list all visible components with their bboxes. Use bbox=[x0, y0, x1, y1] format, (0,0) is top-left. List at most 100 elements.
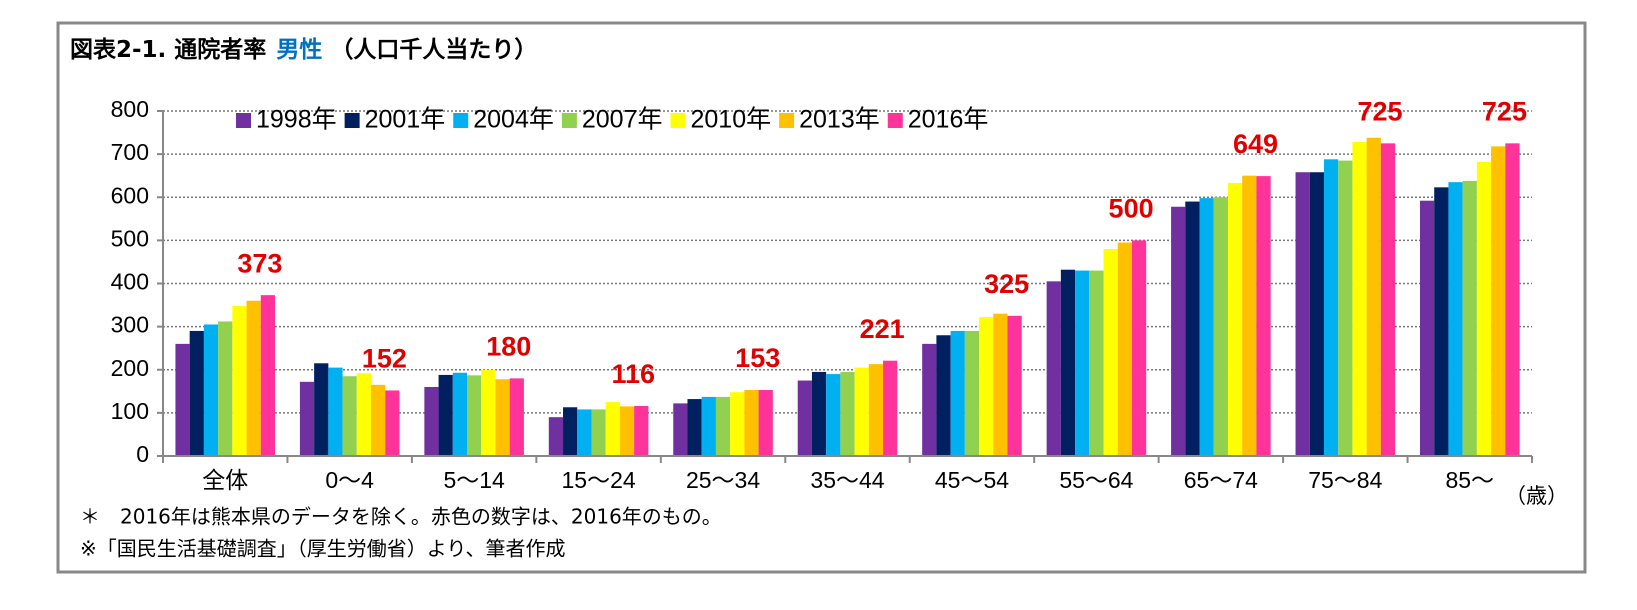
note: ※「国民生活基礎調査」（厚生労働省）より、筆者作成 bbox=[80, 537, 566, 561]
bar bbox=[811, 371, 827, 456]
x-unit: （歳） bbox=[1505, 484, 1568, 508]
bar bbox=[481, 369, 496, 456]
bar bbox=[438, 374, 453, 456]
x-tick-label: 85～ bbox=[1445, 467, 1494, 493]
y-tick-label: 500 bbox=[111, 225, 149, 251]
title-main: 図表2-1. 通院者率 bbox=[70, 36, 266, 63]
x-tick-label: 15～24 bbox=[562, 467, 636, 493]
bar bbox=[1338, 160, 1353, 456]
x-tick-label: 5～14 bbox=[443, 467, 505, 493]
y-tick-label: 0 bbox=[136, 441, 149, 467]
bar bbox=[371, 384, 386, 456]
legend-swatch bbox=[887, 113, 903, 128]
bar bbox=[218, 321, 233, 456]
bar bbox=[1242, 175, 1257, 456]
bar bbox=[922, 343, 937, 456]
bar bbox=[328, 367, 343, 456]
bar bbox=[342, 376, 357, 456]
y-tick-label: 100 bbox=[111, 398, 149, 424]
legend-label: 2010年 bbox=[691, 106, 772, 134]
legend-swatch bbox=[561, 113, 577, 128]
legend-swatch bbox=[670, 113, 686, 128]
bar bbox=[1199, 198, 1214, 457]
bar bbox=[854, 367, 869, 456]
bar bbox=[577, 409, 592, 456]
y-tick-label: 200 bbox=[111, 355, 149, 381]
bar bbox=[744, 390, 759, 456]
bar bbox=[385, 390, 400, 456]
bar bbox=[1227, 183, 1243, 457]
title-suffix: （人口千人当たり） bbox=[330, 36, 537, 63]
bar bbox=[189, 330, 204, 456]
legend-swatch bbox=[344, 113, 360, 128]
bar bbox=[826, 374, 841, 456]
bar bbox=[548, 417, 564, 456]
x-tick-label: 55～64 bbox=[1059, 467, 1133, 493]
legend-swatch bbox=[779, 113, 795, 128]
legend-label: 2016年 bbox=[908, 106, 989, 134]
bar bbox=[840, 371, 855, 456]
bar bbox=[452, 372, 468, 456]
bar bbox=[1185, 201, 1200, 456]
x-tick-label: 全体 bbox=[202, 467, 248, 493]
value-label: 500 bbox=[1109, 194, 1154, 224]
y-tick-label: 300 bbox=[111, 312, 149, 338]
bar bbox=[1103, 249, 1118, 456]
y-tick-label: 700 bbox=[111, 139, 149, 165]
bar bbox=[1060, 269, 1076, 456]
bar bbox=[1075, 270, 1090, 456]
bar bbox=[883, 360, 898, 456]
legend-label: 2007年 bbox=[582, 106, 663, 134]
bar bbox=[1380, 143, 1396, 456]
bar bbox=[936, 335, 951, 456]
bar bbox=[495, 379, 510, 456]
bar bbox=[1117, 242, 1132, 456]
bar bbox=[1046, 281, 1061, 456]
value-label: 725 bbox=[1482, 96, 1527, 126]
value-label: 325 bbox=[984, 269, 1029, 299]
bar bbox=[730, 392, 745, 456]
value-label: 152 bbox=[362, 344, 407, 374]
bar bbox=[619, 406, 635, 456]
value-label: 153 bbox=[735, 343, 780, 373]
bar bbox=[1352, 142, 1367, 457]
bar bbox=[424, 387, 439, 456]
y-tick-label: 600 bbox=[111, 182, 149, 208]
bar bbox=[715, 396, 731, 456]
bar bbox=[591, 409, 606, 456]
legend-swatch bbox=[453, 113, 469, 128]
bar bbox=[563, 407, 578, 456]
value-label: 649 bbox=[1233, 129, 1278, 159]
x-tick-label: 65～74 bbox=[1184, 467, 1258, 493]
value-label: 180 bbox=[486, 332, 531, 362]
bar bbox=[509, 378, 524, 456]
x-tick-label: 75～84 bbox=[1308, 467, 1382, 493]
value-label: 725 bbox=[1357, 96, 1402, 126]
x-tick-label: 45～54 bbox=[935, 467, 1009, 493]
bar bbox=[993, 313, 1008, 456]
bar bbox=[1309, 172, 1324, 457]
bar bbox=[673, 403, 688, 456]
bar bbox=[950, 330, 965, 456]
bar bbox=[203, 324, 219, 456]
bar bbox=[1171, 206, 1186, 456]
legend-label: 2001年 bbox=[365, 106, 446, 134]
y-tick-label: 400 bbox=[111, 269, 149, 295]
bar bbox=[1089, 270, 1104, 456]
bar bbox=[797, 380, 812, 456]
title-highlight: 男性 bbox=[276, 37, 322, 63]
x-tick-label: 25～34 bbox=[686, 467, 760, 493]
bar bbox=[1462, 180, 1477, 457]
bar bbox=[979, 317, 994, 456]
bar bbox=[356, 373, 372, 456]
bar bbox=[467, 375, 482, 456]
bar bbox=[246, 300, 261, 456]
bar bbox=[634, 405, 649, 456]
value-label: 116 bbox=[611, 359, 655, 389]
bar bbox=[299, 381, 315, 456]
bar bbox=[1505, 143, 1520, 456]
bar bbox=[1295, 172, 1310, 457]
bar bbox=[964, 330, 980, 456]
legend-label: 2004年 bbox=[473, 106, 554, 134]
